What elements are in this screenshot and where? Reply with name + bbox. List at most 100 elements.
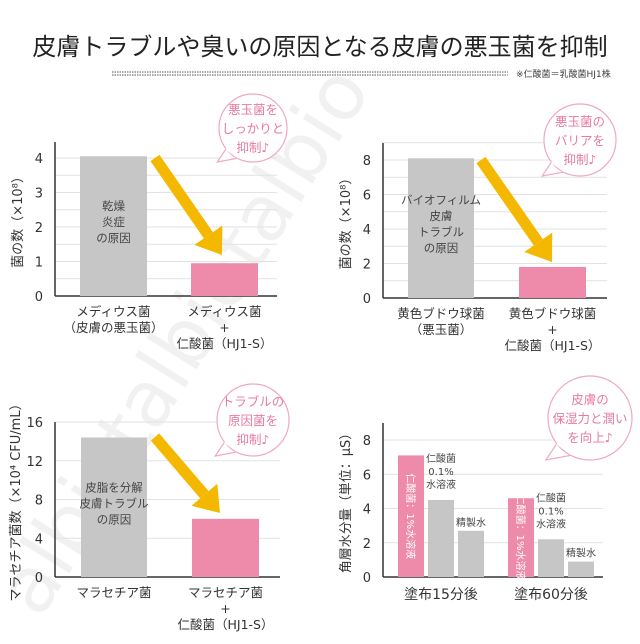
y-axis-label: 菌の数（×10⁸） [339,172,354,270]
x-category-label: 仁酸菌（HJ1-S） [177,336,273,351]
series-label: 仁酸菌：1%水溶液 [514,495,527,581]
arrow-shaft [150,154,213,239]
series-label: 0.1% [428,467,453,478]
x-category-label: （悪玉菌） [410,322,473,337]
y-tick-label: 12 [26,455,43,470]
arrow-head-icon [191,483,220,513]
x-category-label: マラセチア菌 [76,585,151,600]
bar [508,498,534,577]
series-label: 水溶液 [426,478,456,491]
page-title: 皮膚トラブルや臭いの原因となる皮膚の悪玉菌を抑制 [32,33,607,61]
x-category-label: 仁酸菌（HJ1-S） [505,338,601,353]
bar [538,539,564,577]
y-tick-label: 0 [35,290,43,305]
y-tick-label: 2 [35,221,43,236]
x-category-label: メディウス菌 [187,304,261,319]
y-axis-label: 菌の数（×10⁸） [11,170,26,268]
arrow-shaft [150,433,209,499]
series-label: 仁酸菌 [426,452,456,465]
x-category-label: + [547,322,557,337]
bubble-join [224,440,239,453]
y-tick-label: 3 [35,187,43,202]
bar-inner-label: の原因 [96,231,131,245]
x-category-label: 塗布60分後 [514,586,588,603]
bubble-text: 皮膚の [571,392,609,407]
bubble-text: 原因菌を [228,413,278,428]
bar-inner-label: 炎症 [102,215,125,229]
bar [192,518,259,577]
bar [80,156,147,296]
bubble-text: 悪玉菌を [228,102,278,117]
footnote: ※仁酸菌＝乳酸菌HJ1株 [516,68,611,80]
series-label: 仁酸菌：1%水溶液 [404,473,417,559]
title-underline [112,71,508,76]
bar-inner-label: トラブル [418,225,464,239]
bubble-text: 抑制♪ [237,140,270,155]
bubble-tail [540,159,566,177]
x-category-label: 塗布15分後 [404,586,478,603]
bar-inner-label: 皮膚 [430,209,453,223]
bubble-join [551,160,566,173]
y-tick-label: 2 [363,537,371,552]
y-tick-label: 4 [363,503,371,518]
x-category-label: 黄色ブドウ球菌 [509,306,597,321]
bubble-tail [216,146,240,163]
x-category-label: メディウス菌 [76,304,150,319]
y-tick-label: 0 [363,571,371,586]
bar [191,263,258,296]
arrow-shaft [476,156,543,246]
bar [398,455,424,577]
y-tick-label: 8 [363,434,371,449]
arrow-head-icon [194,225,223,255]
series-label: 精製水 [566,547,596,560]
bubble-tail [544,440,574,461]
bubble-text: 抑制♪ [237,432,270,447]
arrow-head-icon [524,232,553,262]
bubble-tail [213,439,239,457]
series-label: 精製水 [456,516,486,529]
x-category-label: 黄色ブドウ球菌 [397,306,485,321]
bar [428,499,454,577]
bubble-join [556,441,574,456]
y-axis-label: 角層水分量（単位：μS） [338,427,354,574]
y-tick-label: 6 [363,468,371,483]
bar [519,266,586,298]
bar [408,158,474,298]
bar [568,561,594,577]
y-tick-label: 4 [35,152,43,167]
y-tick-label: 2 [363,258,371,273]
bar-inner-label: 皮膚トラブル [80,496,149,510]
bar-inner-label: 乾燥 [102,199,125,213]
y-tick-label: 16 [26,416,43,431]
bubble-circle [218,93,288,163]
bar [458,530,484,577]
bubble-circle [547,375,633,461]
bubble-text: しっかりと [222,121,285,136]
bubble-text: 抑制♪ [564,152,597,167]
bubble-circle [216,383,290,457]
x-category-label: マラセチア菌 [188,585,263,600]
x-category-label: （皮膚の悪玉菌） [63,320,163,335]
bar-inner-label: 皮脂を分解 [85,480,143,494]
bubble-text: バリアを [555,133,605,148]
y-tick-label: 6 [363,189,371,204]
y-axis-label: マラセチア菌数（×10⁴ CFU/mL） [9,397,24,601]
series-label: 0.1% [538,506,563,517]
bubble-text: 保湿力と潤い [552,411,627,426]
y-tick-label: 8 [35,494,43,509]
bubble-text: トラブルの [222,394,285,409]
bar-inner-label: バイオフィルム [401,193,481,207]
bubble-text: を向上♪ [567,430,612,445]
bubble-text: 悪玉菌の [555,114,605,129]
series-label: 水溶液 [536,517,566,530]
x-category-label: + [219,320,229,335]
y-tick-label: 4 [35,532,43,547]
